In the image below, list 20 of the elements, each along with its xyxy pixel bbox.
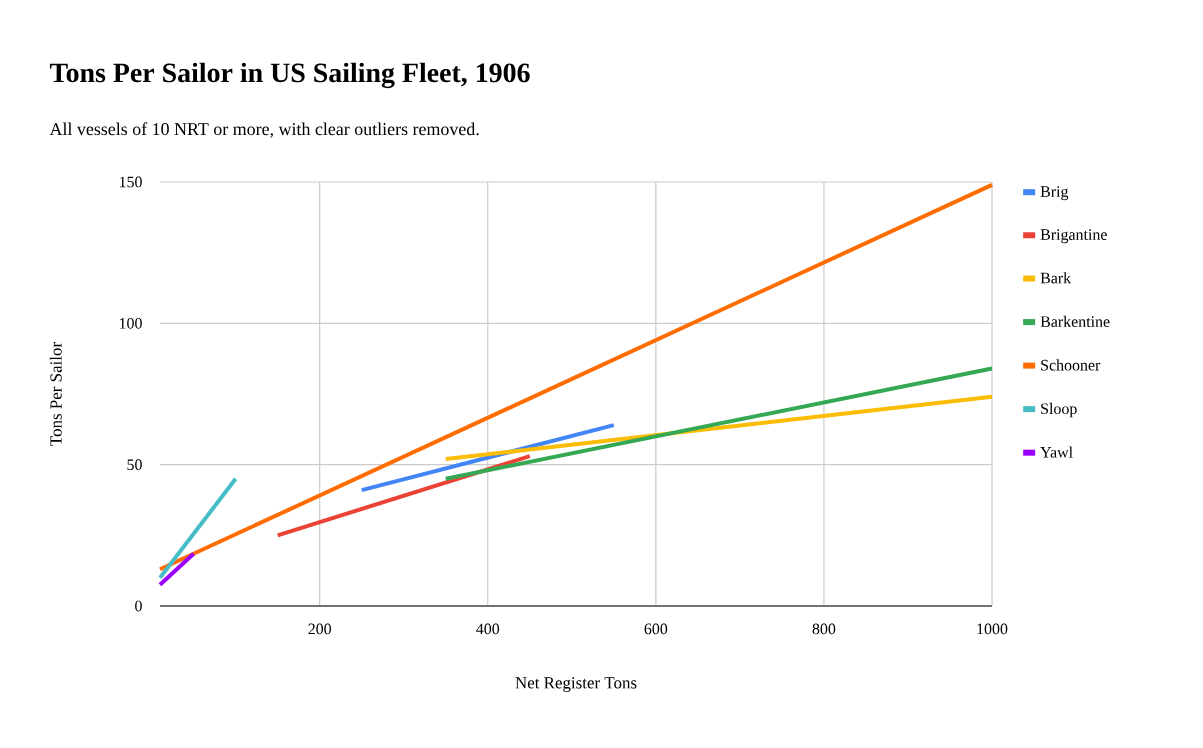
x-tick-label: 800 <box>812 623 836 635</box>
legend-label: Barkentine <box>1040 315 1110 327</box>
x-axis-title: Net Register Tons <box>515 677 637 692</box>
x-tick-label: 600 <box>644 623 668 635</box>
legend-label: Brig <box>1040 186 1069 201</box>
legend-label: Yawl <box>1040 446 1073 458</box>
legend-label: Brigantine <box>1040 229 1107 244</box>
legend-label: Bark <box>1040 272 1072 284</box>
y-axis-title: Tons Per Sailor <box>49 342 62 446</box>
y-tick-label: 150 <box>119 176 142 188</box>
x-tick-label: 400 <box>476 623 500 635</box>
y-tick-label: 100 <box>119 317 142 329</box>
legend-label: Sloop <box>1041 402 1077 418</box>
chart-title: Tons Per Sailor in US Sailing Fleet, 1906 <box>49 62 530 89</box>
legend-label: Schooner <box>1041 359 1101 371</box>
x-tick-label: 1000 <box>977 623 1008 635</box>
x-tick-label: 200 <box>308 623 332 635</box>
y-tick-label: 50 <box>127 459 142 471</box>
y-tick-label: 0 <box>135 600 142 612</box>
chart-subtitle: All vessels of 10 NRT or more, with clear outliers removed. <box>49 122 479 138</box>
